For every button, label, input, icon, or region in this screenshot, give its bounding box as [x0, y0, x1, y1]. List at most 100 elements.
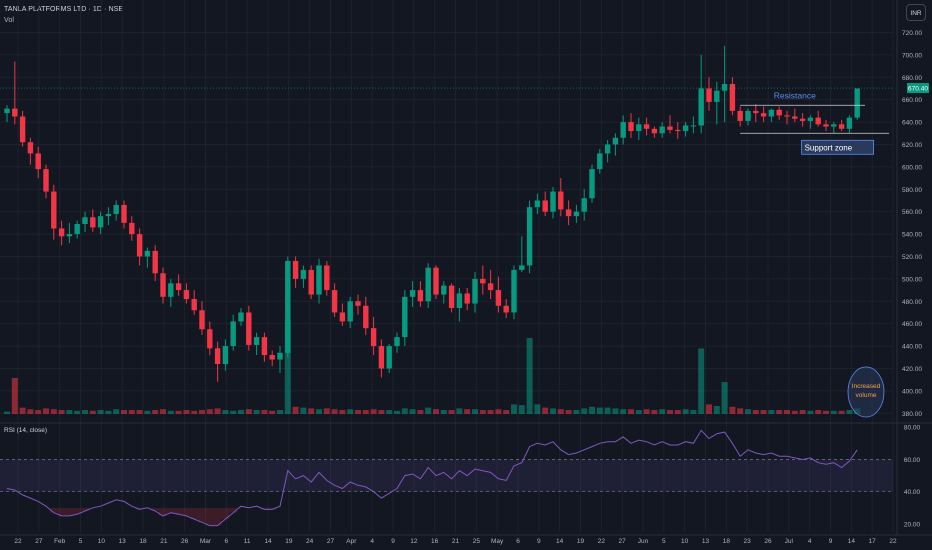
time-tick-label: 10	[681, 538, 689, 545]
candle	[378, 339, 385, 378]
time-tick-label: 11	[244, 538, 251, 545]
candle	[27, 137, 34, 165]
candle-body	[402, 296, 408, 338]
candle	[636, 117, 642, 140]
candle-body	[246, 312, 252, 345]
candle-body	[277, 352, 283, 360]
volume-bar	[737, 408, 744, 414]
time-tick-label: 9	[829, 538, 833, 545]
time-tick-label: 16	[431, 538, 439, 545]
candle	[472, 272, 478, 313]
candle	[394, 332, 400, 353]
candle	[846, 115, 853, 134]
candle-body	[394, 337, 400, 347]
candle	[807, 115, 814, 129]
volume-bar	[269, 410, 276, 414]
candle-body	[729, 84, 736, 111]
candle-body	[472, 278, 478, 304]
candle-body	[441, 285, 447, 295]
candle	[12, 61, 18, 125]
candle-body	[285, 260, 291, 353]
volume-bar	[589, 406, 595, 414]
time-tick-label: 10	[98, 538, 106, 545]
time-tick-label: 27	[619, 538, 627, 545]
candle-body	[448, 285, 455, 308]
volume-bar	[27, 409, 34, 414]
volume-bar	[807, 410, 814, 414]
candle-body	[542, 200, 548, 212]
volume-bar	[643, 409, 650, 414]
candle	[706, 77, 712, 111]
candle-body	[136, 234, 143, 257]
volume-bar	[440, 410, 447, 414]
candle-body	[714, 90, 720, 102]
candle-body	[815, 117, 821, 125]
candle	[191, 290, 197, 315]
candle	[90, 209, 96, 232]
volume-bar	[323, 408, 330, 414]
volume-bar	[729, 406, 736, 414]
candle	[347, 296, 353, 329]
volume-bar	[253, 410, 260, 414]
candle-body	[4, 108, 10, 114]
time-tick-label: 19	[285, 538, 293, 545]
candle-body	[526, 207, 533, 266]
volume-bar	[620, 409, 627, 414]
currency-button[interactable]: INR	[906, 4, 926, 21]
candle-body	[511, 269, 517, 313]
candle	[43, 164, 49, 199]
candle-body	[760, 113, 767, 117]
volume-bar	[261, 410, 268, 414]
candle-body	[19, 116, 26, 143]
volume-bar	[152, 410, 159, 414]
candle-body	[113, 204, 119, 214]
time-tick-label: 26	[181, 538, 189, 545]
time-tick-label: 17	[869, 538, 877, 545]
price-tick-label: 380.00	[902, 411, 922, 418]
candle	[82, 211, 88, 232]
candle	[363, 296, 369, 335]
candle	[199, 301, 205, 335]
time-tick-label: 19	[577, 538, 585, 545]
candle	[409, 281, 416, 307]
volume-bar	[97, 410, 104, 414]
time-tick-label: Mar	[200, 538, 212, 545]
last-price-badge	[907, 83, 929, 94]
volume-bar	[698, 348, 705, 414]
volume-bar	[66, 410, 73, 414]
volume-bars	[4, 319, 861, 414]
candle-body	[495, 290, 502, 306]
volume-bar	[503, 410, 510, 414]
candle-body	[487, 283, 494, 291]
price-tick-label: 400.00	[902, 388, 922, 395]
candle	[58, 220, 65, 246]
candle	[760, 106, 767, 123]
symbol-title[interactable]: TANLA PLATFORMS LTD · 1D · NSE	[4, 6, 124, 13]
candle	[121, 200, 127, 229]
candle	[558, 178, 564, 217]
volume-bar	[487, 410, 494, 414]
candle-body	[690, 125, 697, 127]
candle-body	[82, 217, 88, 224]
volume-bar	[362, 410, 369, 414]
time-tick-label: 27	[327, 538, 335, 545]
candle	[355, 294, 361, 315]
candle-body	[534, 200, 541, 208]
rsi-pane: RSI (14, close)	[0, 427, 893, 527]
candle-body	[175, 283, 182, 291]
volume-bar	[721, 382, 728, 414]
candle	[495, 276, 502, 313]
volume-bar	[565, 410, 572, 414]
candle	[831, 122, 837, 134]
candle-body	[347, 301, 353, 322]
candle-body	[222, 346, 229, 364]
candle	[721, 45, 728, 123]
volume-bar	[557, 409, 564, 414]
candle	[269, 350, 275, 367]
candle-body	[519, 265, 525, 270]
candle	[737, 106, 743, 127]
time-tick-label: 6	[516, 538, 520, 545]
candle	[667, 115, 673, 134]
volume-bar	[355, 410, 361, 414]
